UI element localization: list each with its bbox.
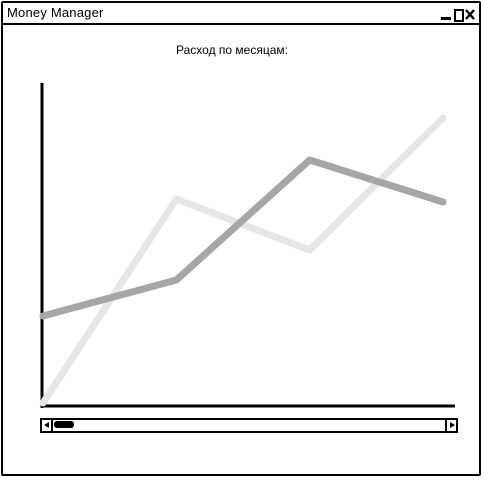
close-icon[interactable] (465, 8, 475, 21)
app-window: Money Manager Расход по месяцам: (1, 1, 481, 476)
series-line-2 (39, 114, 447, 407)
window-controls (441, 6, 475, 22)
arrow-right-icon[interactable] (445, 420, 456, 431)
arrow-left-icon[interactable] (42, 420, 53, 431)
series-line-1 (39, 156, 447, 320)
scrollbar-thumb[interactable] (54, 421, 74, 428)
title-bar[interactable]: Money Manager (3, 3, 479, 25)
line-chart (39, 83, 455, 408)
minimize-icon[interactable] (441, 8, 451, 21)
window-title: Money Manager (7, 5, 104, 20)
horizontal-scrollbar[interactable] (40, 418, 458, 433)
maximize-icon[interactable] (453, 8, 464, 22)
chart-title: Расход по месяцам: (176, 43, 288, 57)
